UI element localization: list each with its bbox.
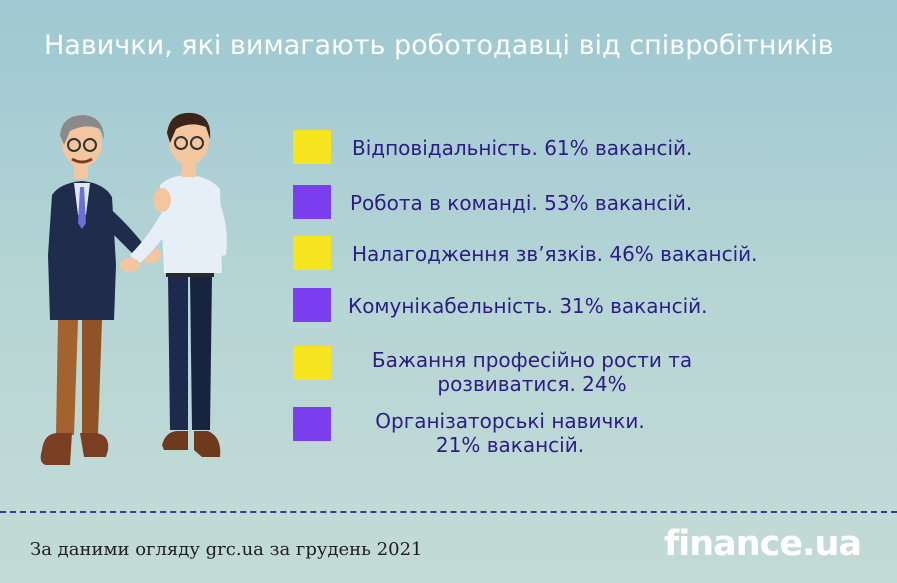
color-swatch [293, 236, 331, 270]
skill-label-line: 21% вакансій. [435, 433, 585, 457]
source-note: За даними огляду grc.ua за грудень 2021 [30, 539, 423, 560]
right-man-figure [120, 112, 227, 457]
skill-label: Комунікабельність. 31% вакансій. [348, 294, 748, 318]
page-title: Навички, які вимагають роботодавці від с… [44, 30, 834, 61]
color-swatch [293, 407, 331, 441]
color-swatch [293, 130, 331, 164]
handshake-illustration [40, 112, 227, 465]
left-man-figure [40, 115, 161, 465]
skill-label-line: Комунікабельність. 31% вакансій. [348, 294, 708, 318]
skill-label: Робота в команді. 53% вакансій. [350, 191, 730, 215]
skill-label: Організаторські навички. 21% вакансій. [360, 409, 660, 457]
skill-label: Бажання професійно рости та розвиватися. … [352, 348, 712, 396]
skill-label: Відповідальність. 61% вакансій. [352, 136, 732, 160]
color-swatch [293, 346, 331, 380]
skill-label-line: Налагодження зв’язків. 46% вакансій. [352, 242, 758, 266]
dashed-divider [0, 511, 897, 513]
skill-label-line: Робота в команді. 53% вакансій. [350, 191, 693, 215]
skill-label: Налагодження зв’язків. 46% вакансій. [352, 242, 802, 266]
skill-label-line: розвиватися. 24% [437, 372, 627, 396]
color-swatch [293, 185, 331, 219]
skill-label-line: Відповідальність. 61% вакансій. [352, 136, 693, 160]
color-swatch [293, 288, 331, 322]
skill-label-line: Бажання професійно рости та [371, 348, 693, 372]
skill-label-line: Організаторські навички. [375, 409, 645, 433]
finance-ua-logo: finance.ua [664, 524, 862, 564]
